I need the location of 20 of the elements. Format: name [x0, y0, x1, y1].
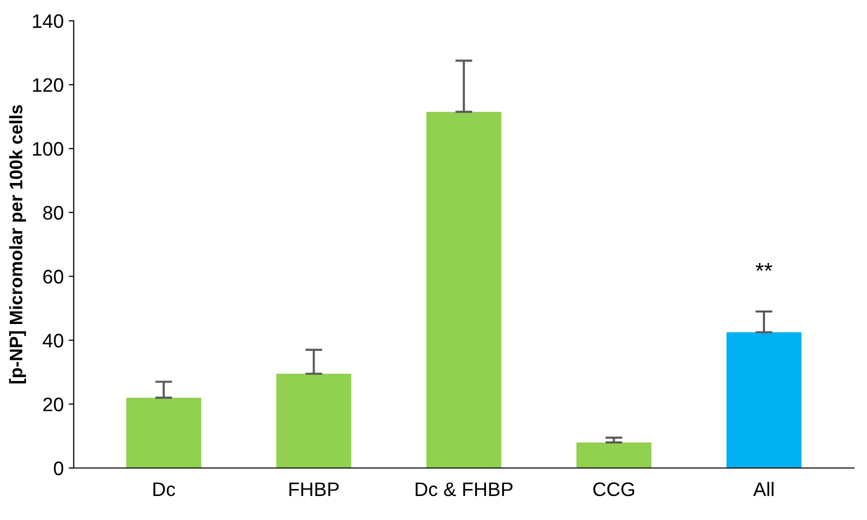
y-tick-label: 80: [43, 206, 64, 220]
bar: [576, 442, 652, 468]
x-tick-label: Dc: [153, 482, 176, 496]
annotation: **: [756, 263, 772, 271]
bar: [276, 374, 352, 468]
x-tick-label: FHBP: [289, 482, 339, 496]
bar: [726, 332, 802, 468]
y-tick-label: 100: [33, 142, 64, 156]
y-tick-label: 120: [33, 78, 64, 92]
x-tick-label: All: [753, 482, 774, 496]
x-tick-label: Dc & FHBP: [416, 482, 513, 496]
y-tick-label: 20: [43, 398, 64, 412]
bar: [426, 112, 502, 468]
y-tick-label: 140: [33, 14, 64, 28]
y-axis-title: [p-NP] Micromolar per 100k cells: [9, 105, 26, 384]
y-tick-label: 0: [54, 461, 64, 476]
x-tick-label: CCG: [593, 482, 634, 496]
bar: [126, 398, 202, 468]
y-tick-label: 40: [42, 334, 64, 348]
y-tick-label: 60: [43, 270, 64, 284]
